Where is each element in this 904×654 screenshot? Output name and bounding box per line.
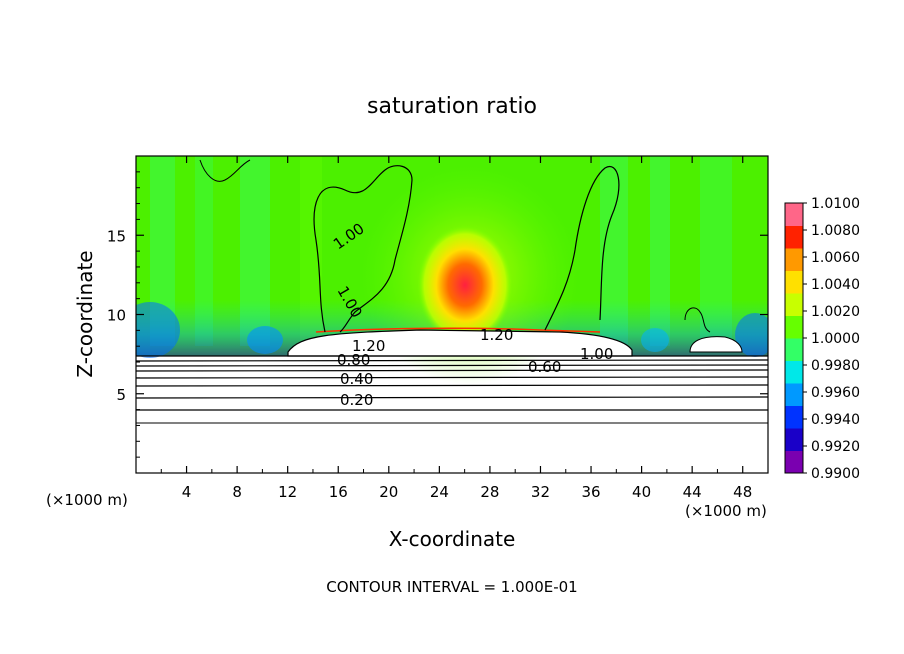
colorbar-swatch [785, 360, 803, 384]
x-axis-label: X-coordinate [389, 527, 516, 551]
colorbar-label: 1.0020 [811, 304, 860, 320]
x-tick-label: 4 [182, 483, 192, 501]
x-axis-ticks: 4 8 12 16 20 24 28 32 36 40 44 48 [160, 156, 752, 501]
y-axis-label: Z-coordinate [73, 250, 97, 377]
contours-lower [136, 355, 768, 424]
x-tick-label: 24 [430, 483, 449, 501]
y-tick-label: 5 [116, 386, 126, 404]
y-tick-label: 15 [107, 227, 126, 245]
contour-label: 1.20 [352, 337, 385, 355]
x-tick-label: 16 [329, 483, 348, 501]
x-tick-label: 40 [632, 483, 651, 501]
colorbar-swatch [785, 203, 803, 226]
contour-label: 1.20 [480, 326, 513, 344]
x-tick-label: 36 [581, 483, 600, 501]
colorbar-label: 0.9940 [811, 412, 860, 428]
colorbar-label: 0.9960 [811, 385, 860, 401]
x-tick-label: 44 [683, 483, 702, 501]
contour-1-00-left [313, 165, 413, 333]
plot-area: 1.00 1.00 1.20 1.20 1.00 0.80 0.60 0.40 … [136, 156, 768, 473]
colorbar-swatch [785, 225, 803, 249]
colorbar-swatch [785, 293, 803, 316]
colorbar: 1.0100 1.0080 1.0060 1.0040 1.0020 1.0000 0.99… [784, 196, 860, 482]
colorbar-label: 1.0100 [811, 196, 860, 212]
cloud-layer [287, 329, 633, 357]
colorbar-label: 1.0080 [811, 223, 860, 239]
y-axis-ticks: 5 10 15 [107, 171, 768, 458]
colorbar-label: 0.9980 [811, 358, 860, 374]
x-tick-label: 20 [379, 483, 398, 501]
contour-label: 0.20 [340, 391, 373, 409]
colorbar-label: 1.0040 [811, 277, 860, 293]
colorbar-swatch [785, 383, 803, 406]
x-tick-label: 28 [480, 483, 499, 501]
plume-core [417, 225, 513, 345]
contour-label: 0.80 [337, 351, 370, 369]
colorbar-label: 0.9920 [811, 439, 860, 455]
colorbar-label: 1.0060 [811, 250, 860, 266]
colorbar-swatch [785, 450, 803, 474]
y-tick-label: 10 [107, 307, 126, 325]
colorbar-swatch [785, 248, 803, 271]
x-tick-label: 48 [733, 483, 752, 501]
colorbar-label: 1.0000 [811, 331, 860, 347]
colorbar-swatch [785, 270, 803, 294]
colorbar-label: 0.9900 [811, 466, 860, 482]
chart-title: saturation ratio [367, 94, 537, 119]
x-tick-label: 12 [278, 483, 297, 501]
contour-label: 1.00 [580, 345, 613, 363]
contour-interval-note: CONTOUR INTERVAL = 1.000E-01 [326, 578, 577, 596]
x-axis-unit-left: (×1000 m) [46, 491, 128, 509]
x-tick-label: 8 [232, 483, 242, 501]
colorbar-swatch [785, 338, 803, 361]
x-tick-label: 32 [531, 483, 550, 501]
colorbar-swatch [785, 315, 803, 339]
contour-label: 0.60 [528, 358, 561, 376]
contour-label: 0.40 [340, 370, 373, 388]
x-axis-unit-right: (×1000 m) [685, 502, 767, 520]
contour-1-00-right [544, 165, 620, 331]
colorbar-swatch [785, 405, 803, 429]
colorbar-swatch [785, 428, 803, 451]
